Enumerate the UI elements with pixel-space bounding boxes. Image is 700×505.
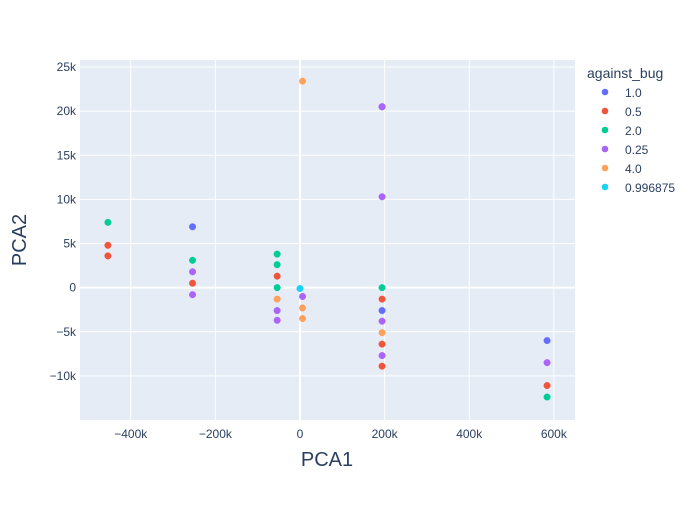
data-point[interactable] — [378, 193, 386, 201]
legend-title: against_bug — [587, 65, 663, 81]
data-point[interactable] — [188, 291, 197, 299]
y-tick-label: 0 — [69, 281, 76, 295]
data-point[interactable] — [273, 307, 281, 315]
y-tick-label: −5k — [56, 325, 77, 339]
legend-label: 4.0 — [625, 162, 642, 176]
y-tick-label: 20k — [57, 104, 77, 118]
data-point[interactable] — [104, 218, 112, 226]
y-tick-label: 5k — [63, 237, 77, 251]
data-point[interactable] — [273, 284, 281, 292]
legend-item[interactable]: 2.0 — [601, 124, 642, 138]
data-point[interactable] — [273, 295, 281, 303]
x-tick-label: 400k — [456, 427, 483, 441]
legend: against_bug 1.0 0.5 2.0 0.25 4.0 0.996875 — [587, 65, 675, 195]
legend-marker — [601, 107, 609, 115]
data-point[interactable] — [296, 284, 304, 293]
series-4.0 — [273, 77, 386, 337]
data-point[interactable] — [543, 359, 551, 367]
data-point[interactable] — [543, 382, 551, 390]
legend-item[interactable]: 0.5 — [601, 105, 642, 119]
x-tick-label: −200k — [199, 427, 233, 441]
data-markers — [104, 77, 551, 401]
x-tick-label: 0 — [297, 427, 304, 441]
data-point[interactable] — [104, 252, 112, 260]
data-point[interactable] — [543, 337, 551, 345]
plot-background — [80, 60, 575, 420]
y-tick-label: −10k — [50, 369, 77, 383]
tick-labels: −400k −200k 0 200k 400k 600k −10k −5k 0 5k 10k 15k 2… — [50, 60, 568, 441]
data-point[interactable] — [378, 352, 386, 360]
data-point[interactable] — [378, 329, 386, 337]
data-point[interactable] — [188, 268, 197, 276]
y-tick-label: 15k — [57, 148, 77, 162]
series-0.5 — [104, 241, 551, 390]
y-tick-label: 25k — [57, 60, 77, 74]
y-tick-label: 10k — [57, 192, 77, 206]
data-point[interactable] — [298, 304, 307, 312]
data-point[interactable] — [298, 314, 307, 323]
data-point[interactable] — [378, 340, 386, 348]
data-point[interactable] — [378, 284, 386, 292]
legend-label: 0.25 — [625, 143, 649, 157]
x-tick-label: −400k — [114, 427, 148, 441]
legend-label: 2.0 — [625, 124, 642, 138]
legend-label: 1.0 — [625, 86, 642, 100]
x-tick-label: 200k — [372, 427, 399, 441]
legend-marker — [601, 183, 609, 191]
series-0.996875 — [296, 284, 304, 293]
data-point[interactable] — [378, 295, 386, 303]
data-point[interactable] — [104, 241, 112, 249]
data-point[interactable] — [298, 77, 307, 85]
series-0.25 — [188, 103, 551, 367]
legend-item[interactable]: 1.0 — [601, 86, 642, 100]
legend-marker — [601, 164, 609, 172]
data-point[interactable] — [378, 317, 386, 325]
data-point[interactable] — [188, 279, 197, 287]
data-point[interactable] — [273, 316, 281, 324]
data-point[interactable] — [543, 393, 551, 401]
legend-label: 0.5 — [625, 105, 642, 119]
legend-marker — [601, 126, 609, 134]
data-point[interactable] — [298, 292, 307, 301]
grid-lines — [80, 60, 575, 420]
y-axis-title: PCA2 — [9, 214, 31, 266]
data-point[interactable] — [378, 362, 386, 370]
x-tick-label: 600k — [541, 427, 568, 441]
data-point[interactable] — [273, 272, 281, 280]
legend-marker — [601, 88, 609, 96]
legend-marker — [601, 145, 609, 153]
legend-item[interactable]: 0.996875 — [601, 181, 676, 195]
data-point[interactable] — [273, 261, 281, 269]
legend-item[interactable]: 0.25 — [601, 143, 649, 157]
legend-label: 0.996875 — [625, 181, 675, 195]
series-2.0 — [104, 218, 551, 401]
data-point[interactable] — [378, 103, 386, 111]
data-point[interactable] — [188, 256, 197, 264]
legend-item[interactable]: 4.0 — [601, 162, 642, 176]
data-point[interactable] — [378, 307, 386, 315]
data-point[interactable] — [188, 223, 197, 231]
data-point[interactable] — [273, 250, 281, 258]
x-axis-title: PCA1 — [301, 449, 353, 471]
